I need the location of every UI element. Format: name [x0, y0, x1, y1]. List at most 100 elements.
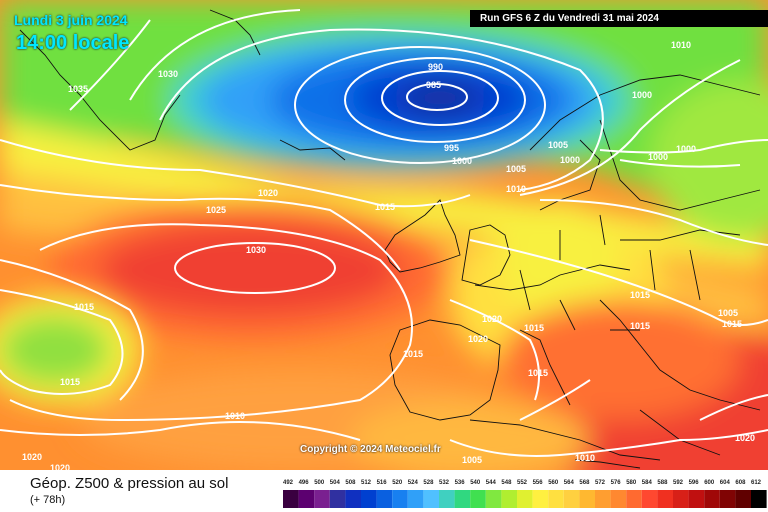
isobars [0, 9, 768, 457]
legend-swatch [610, 490, 627, 508]
forecast-local-time: 14:00 locale [16, 32, 130, 54]
forecast-date: Lundi 3 juin 2024 [14, 12, 128, 28]
chart-title: Géop. Z500 & pression au sol [30, 475, 229, 492]
coastlines [19, 9, 761, 469]
legend-swatch [579, 490, 595, 508]
legend-swatch [392, 490, 408, 508]
isobar-label: 1005 [718, 308, 738, 318]
model-run-banner: Run GFS 6 Z du Vendredi 31 mai 2024 [470, 10, 768, 27]
isobar-label: 1015 [74, 302, 94, 312]
legend-value: 508 [345, 480, 356, 486]
legend-value: 512 [361, 480, 372, 486]
isobar-label: 1005 [462, 455, 482, 465]
isobar-label: 1015 [403, 349, 423, 359]
isobar-label: 1015 [60, 377, 80, 387]
legend-swatch [485, 490, 502, 508]
isobar-label: 1000 [632, 90, 652, 100]
legend-swatch [470, 490, 486, 508]
legend-value: 516 [377, 480, 388, 486]
legend-swatch [751, 490, 767, 508]
legend-swatch [704, 490, 720, 508]
legend-value: 596 [689, 480, 700, 486]
isobar-label: 1015 [375, 202, 395, 212]
legend-value: 568 [579, 480, 590, 486]
legend-value: 572 [595, 480, 606, 486]
legend-swatch [626, 490, 642, 508]
legend-swatch [517, 490, 533, 508]
legend-value: 520 [392, 480, 403, 486]
isobar-label: 1000 [452, 156, 472, 166]
isobar-label: 1020 [22, 452, 42, 462]
legend-swatch [298, 490, 315, 508]
isobar-label: 995 [444, 143, 459, 153]
isobar-label: 1020 [735, 433, 755, 443]
legend-swatch [439, 490, 455, 508]
legend-swatch [361, 490, 377, 508]
legend-value: 580 [626, 480, 637, 486]
isobar-label: 1020 [468, 334, 488, 344]
isobar-label: 1015 [722, 319, 742, 329]
legend-value: 608 [735, 480, 746, 486]
isobar-label: 1020 [482, 314, 502, 324]
isobar-label: 1030 [158, 69, 178, 79]
legend-swatch [283, 490, 299, 508]
isobar-label: 1005 [548, 140, 568, 150]
isobar-label: 1030 [246, 245, 266, 255]
isobar-label: 1005 [506, 164, 526, 174]
legend-value: 592 [673, 480, 684, 486]
legend-value: 536 [455, 480, 466, 486]
legend-swatch [501, 490, 517, 508]
legend-swatch [345, 490, 361, 508]
isobar-label: 1015 [630, 290, 650, 300]
isobar-label: 1015 [524, 323, 544, 333]
legend-value: 504 [330, 480, 341, 486]
legend-value: 496 [299, 480, 310, 486]
legend-value: 548 [501, 480, 512, 486]
legend-swatch [329, 490, 346, 508]
isobar-label: 1025 [206, 205, 226, 215]
legend-value: 532 [439, 480, 450, 486]
isobar-label: 1010 [225, 411, 245, 421]
legend-swatch [423, 490, 439, 508]
isobar-label: 1015 [528, 368, 548, 378]
legend-swatch [454, 490, 471, 508]
legend-swatch [595, 490, 611, 508]
legend-value: 600 [704, 480, 715, 486]
legend-swatch [532, 490, 549, 508]
legend-swatch [641, 490, 658, 508]
legend-value: 500 [314, 480, 325, 486]
isobar-label: 1010 [575, 453, 595, 463]
isobar-label: 1000 [560, 155, 580, 165]
copyright-notice: Copyright © 2024 Meteociel.fr [300, 444, 441, 455]
isobar-label: 985 [426, 80, 441, 90]
isobar-label: 1010 [506, 184, 526, 194]
legend-value: 576 [611, 480, 622, 486]
legend-swatch [563, 490, 580, 508]
forecast-lead-time: (+ 78h) [30, 494, 66, 506]
isobar-label: 1035 [68, 84, 88, 94]
legend-swatch [673, 490, 689, 508]
isobar-label: 1020 [258, 188, 278, 198]
legend-swatch [719, 490, 736, 508]
legend-value: 560 [548, 480, 559, 486]
isobar-label: 1000 [676, 144, 696, 154]
legend-value: 552 [517, 480, 528, 486]
isobar-labels: 990 985 995 1000 1000 1000 1000 1000 100… [22, 40, 755, 473]
legend-swatch [688, 490, 705, 508]
legend-value: 584 [642, 480, 653, 486]
legend-value: 492 [283, 480, 294, 486]
legend-value: 544 [486, 480, 497, 486]
legend-swatch [735, 490, 751, 508]
legend-swatch [548, 490, 564, 508]
legend-swatch [407, 490, 424, 508]
isobar-label: 1020 [50, 463, 70, 473]
isobar-label: 1000 [648, 152, 668, 162]
legend-value: 612 [751, 480, 762, 486]
isobar-label: 1010 [671, 40, 691, 50]
legend-value: 524 [408, 480, 419, 486]
legend-value: 604 [720, 480, 731, 486]
legend-value: 564 [564, 480, 575, 486]
